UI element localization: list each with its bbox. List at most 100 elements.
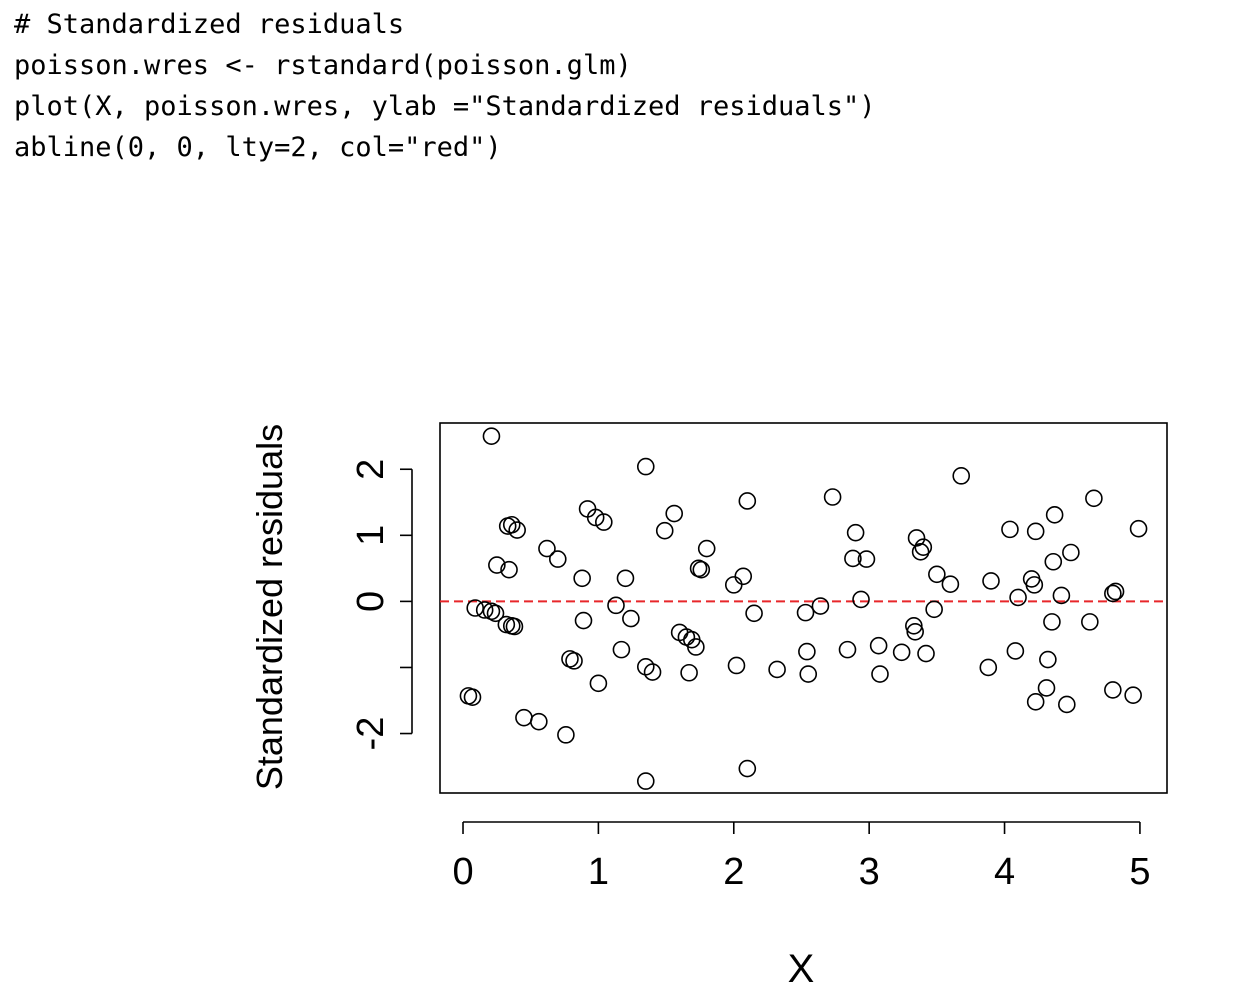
plot-box — [439, 422, 1168, 794]
data-point — [616, 569, 635, 588]
data-point — [515, 708, 533, 727]
x-tick-label: 0 — [452, 851, 473, 893]
data-point — [796, 603, 815, 622]
data-point — [508, 521, 526, 539]
data-point — [869, 636, 888, 655]
data-point — [482, 427, 501, 446]
data-point — [1062, 543, 1080, 562]
data-point — [1085, 489, 1103, 508]
data-point — [636, 772, 655, 790]
data-point — [565, 652, 583, 670]
data-point — [595, 513, 613, 531]
data-point — [811, 597, 830, 615]
y-tick-label: 1 — [350, 525, 392, 546]
data-point — [823, 488, 842, 506]
data-point — [838, 640, 857, 659]
data-point — [846, 523, 865, 542]
data-point — [1006, 642, 1025, 660]
x-tick-label: 4 — [994, 851, 1015, 893]
data-point — [982, 572, 1000, 590]
y-axis-label: Standardized residuals — [249, 424, 290, 790]
data-point — [914, 538, 933, 557]
data-point — [979, 658, 998, 677]
data-point — [505, 617, 524, 636]
data-point — [907, 529, 926, 547]
data-point — [548, 550, 567, 568]
code-line: abline(0, 0, lty=2, col="red") — [14, 132, 502, 163]
data-point — [768, 660, 786, 679]
y-tick-label: 0 — [350, 591, 392, 612]
data-point — [1052, 586, 1071, 605]
code-line: poisson.wres <- rstandard(poisson.glm) — [14, 50, 632, 81]
data-point — [928, 565, 946, 584]
data-point — [1001, 520, 1019, 539]
y-tick-label: -2 — [350, 717, 392, 751]
data-point — [475, 601, 494, 619]
data-point — [734, 567, 753, 586]
data-point — [1026, 693, 1045, 711]
data-point — [857, 550, 876, 568]
data-point — [1045, 506, 1064, 524]
data-point — [697, 539, 716, 558]
data-point — [680, 663, 698, 682]
data-point — [1104, 584, 1122, 603]
code-line: plot(X, poisson.wres, ylab ="Standardize… — [14, 91, 876, 122]
data-point — [557, 726, 575, 744]
x-tick-label: 1 — [588, 851, 609, 893]
data-point — [1044, 552, 1063, 571]
data-point — [852, 590, 870, 609]
data-point — [941, 575, 960, 594]
data-point — [636, 457, 655, 476]
data-point — [1043, 613, 1061, 631]
x-tick-label: 5 — [1129, 851, 1150, 893]
data-point — [745, 604, 763, 623]
data-point — [622, 609, 640, 628]
data-point — [643, 663, 662, 681]
data-point — [612, 640, 631, 659]
data-point — [1124, 686, 1142, 705]
data-point — [502, 515, 521, 534]
data-point — [530, 712, 548, 731]
data-point — [1009, 588, 1027, 607]
data-point — [906, 622, 924, 641]
data-point — [925, 600, 943, 619]
data-point — [1129, 519, 1148, 538]
data-point — [689, 559, 708, 578]
data-point — [911, 543, 930, 561]
data-point — [738, 759, 757, 778]
data-point — [1058, 695, 1076, 714]
data-point — [1104, 681, 1122, 699]
data-point — [500, 560, 518, 579]
data-point — [917, 644, 935, 663]
data-point — [1039, 650, 1057, 669]
data-point — [573, 569, 591, 588]
data-point — [798, 642, 816, 661]
data-point — [844, 549, 862, 568]
data-point — [799, 665, 818, 683]
y-tick-label: 2 — [350, 459, 392, 480]
data-point — [952, 467, 971, 485]
data-point — [871, 665, 889, 683]
data-point — [607, 596, 625, 615]
data-point — [905, 617, 923, 635]
x-axis-label: X — [788, 947, 815, 991]
data-point — [488, 556, 506, 574]
data-point — [1026, 522, 1045, 541]
data-point — [589, 674, 608, 693]
x-tick-label: 2 — [723, 851, 744, 893]
data-point — [665, 504, 684, 523]
data-point — [692, 560, 711, 579]
code-block: # Standardized residuals poisson.wres <- … — [14, 4, 876, 168]
data-point — [1037, 679, 1056, 697]
data-point — [1081, 613, 1099, 631]
data-point — [1025, 576, 1044, 594]
data-point — [892, 643, 911, 662]
data-point — [687, 638, 705, 656]
data-point — [463, 688, 482, 706]
data-point — [538, 539, 556, 558]
x-tick-label: 3 — [859, 851, 880, 893]
code-line: # Standardized residuals — [14, 9, 405, 40]
data-point — [738, 492, 757, 510]
data-point — [574, 611, 593, 630]
